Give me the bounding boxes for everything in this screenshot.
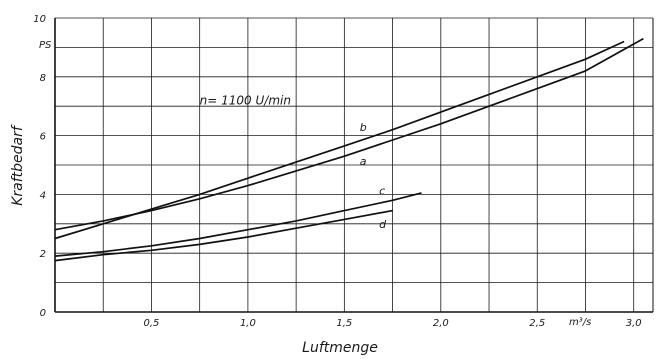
x-tick-label: 2,0 [433, 318, 449, 329]
curve-label-c: c [379, 184, 385, 197]
x-tick-label: 1,5 [336, 318, 352, 329]
tick-labels: 0,5 1,0 1,5 2,0 2,5 3,0 0 2 4 6 8 10 [33, 14, 641, 329]
grid [55, 17, 653, 312]
curve-c [54, 192, 422, 257]
y-tick-label: 2 [40, 249, 46, 260]
x-tick-label: 1,0 [240, 318, 256, 329]
axes [54, 18, 654, 313]
y-tick-label: 8 [40, 73, 46, 84]
curve-label-b: b [360, 121, 367, 134]
y-unit-label: PS [39, 40, 52, 51]
y-tick-label: 10 [33, 14, 46, 25]
speed-annotation: n= 1100 U/min [200, 94, 291, 108]
x-tick-label: 2,5 [529, 318, 545, 329]
curve-d [54, 209, 393, 262]
y-axis-title: Kraftbedarf [10, 124, 26, 206]
y-tick-label: 6 [40, 132, 46, 143]
y-tick-label: 0 [40, 308, 46, 319]
curve-label-a: a [360, 155, 367, 168]
curve-labels: b a c d [360, 121, 387, 231]
x-tick-label: 3,0 [626, 318, 642, 329]
y-tick-label: 4 [40, 190, 46, 201]
x-tick-label: 0,5 [143, 318, 159, 329]
curve-b [54, 40, 625, 240]
curve-a [54, 37, 644, 231]
x-axis-title: Luftmenge [302, 340, 378, 356]
curves [54, 37, 644, 262]
curve-label-d: d [379, 218, 387, 231]
x-unit-label: m³/s [569, 317, 591, 328]
